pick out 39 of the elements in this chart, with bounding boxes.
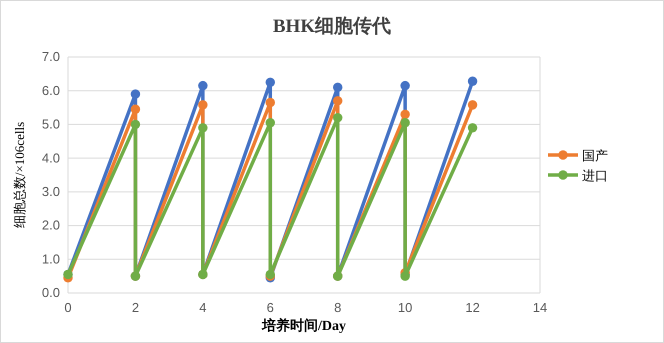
y-axis-title: 细胞总数/×106cells <box>12 122 27 228</box>
y-tick-label: 4.0 <box>42 150 60 166</box>
point <box>130 120 140 130</box>
x-tick-label: 8 <box>334 300 342 316</box>
point <box>400 80 410 90</box>
y-tick-label: 2.0 <box>42 218 60 233</box>
x-tick-label: 6 <box>266 300 274 316</box>
x-tick-label: 0 <box>64 300 72 316</box>
x-tick-label: 12 <box>465 300 480 316</box>
y-tick-label: 6.0 <box>42 82 60 98</box>
point <box>198 123 208 133</box>
x-tick-label: 4 <box>199 300 206 316</box>
point <box>266 98 276 108</box>
y-tick-label: 3.0 <box>42 184 60 200</box>
x-tick-label: 2 <box>132 300 140 316</box>
point <box>400 110 410 120</box>
y-tick-label: 1.0 <box>42 251 60 266</box>
x-axis-title: 培养时间/Day <box>261 317 346 334</box>
point <box>130 89 140 99</box>
y-tick-label: 7.0 <box>42 49 60 64</box>
point <box>332 112 342 122</box>
x-tick-label: 14 <box>532 300 548 316</box>
point <box>468 123 478 133</box>
point <box>332 96 342 106</box>
point <box>266 118 276 128</box>
chart-title: BHK细胞传代 <box>272 16 392 37</box>
point <box>332 82 342 92</box>
x-tick-label: 10 <box>398 300 412 316</box>
point <box>130 104 140 114</box>
legend-label: 国产 <box>582 148 608 163</box>
point <box>468 100 478 110</box>
legend-label: 进口 <box>582 168 608 183</box>
point <box>198 100 208 110</box>
point <box>400 118 410 128</box>
y-tick-label: 0.0 <box>42 285 60 300</box>
point <box>468 76 478 86</box>
y-tick-label: 5.0 <box>42 116 60 132</box>
point <box>266 78 276 87</box>
point <box>198 80 208 90</box>
